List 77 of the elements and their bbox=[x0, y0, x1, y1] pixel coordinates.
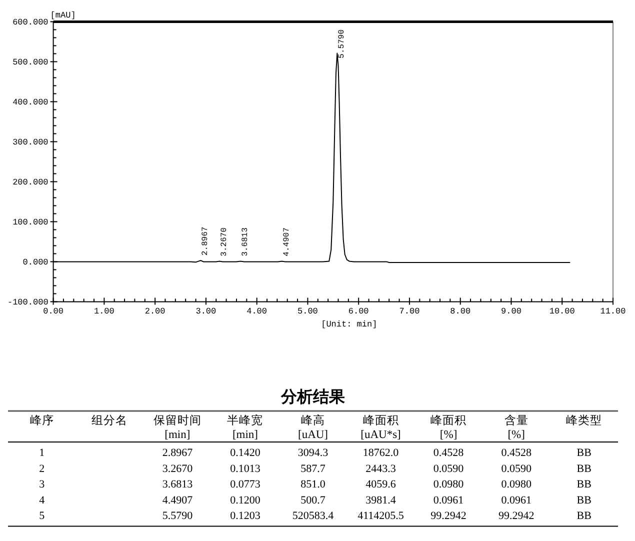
text: 18762.0 bbox=[362, 447, 399, 459]
x-tick-label: 峰面积 [uAU*s] bbox=[360, 414, 401, 441]
text: 99.2942 bbox=[498, 510, 534, 522]
text: 500.7 bbox=[300, 494, 326, 506]
text: 2443.3 bbox=[366, 462, 396, 475]
x-tick-label: 4.00 bbox=[246, 306, 268, 317]
x-tick-label: 峰类型 bbox=[566, 414, 602, 427]
y-tick-label: 5 bbox=[39, 510, 46, 522]
y-tick-label: 600.000 bbox=[12, 18, 48, 28]
y-tick-label: 200.000 bbox=[12, 178, 48, 188]
annotation: 3.6813 bbox=[241, 227, 250, 256]
x-tick-label: 8.00 bbox=[450, 306, 471, 317]
text: 0.1013 bbox=[230, 462, 260, 475]
text: BB bbox=[576, 447, 592, 459]
y-tick-label: 400.000 bbox=[12, 98, 48, 108]
x-tick-label: 3.00 bbox=[196, 306, 216, 317]
text: 0.4528 bbox=[501, 447, 532, 459]
text: 851.0 bbox=[300, 478, 326, 491]
x-tick-label: 6.00 bbox=[348, 306, 369, 317]
y-tick-label: 2 bbox=[39, 462, 45, 475]
text: 0.0590 bbox=[433, 462, 464, 475]
text: 4059.6 bbox=[366, 478, 396, 491]
y-axis-title: 峰序 bbox=[30, 413, 54, 427]
x-tick-label: 峰面积 [%] bbox=[430, 414, 467, 441]
text: 4114205.5 bbox=[358, 510, 404, 522]
text: BB bbox=[576, 462, 592, 475]
text: 4.4907 bbox=[162, 494, 193, 506]
text: 3.2670 bbox=[162, 462, 193, 475]
x-tick-label: 1.00 bbox=[94, 306, 114, 317]
y-tick-label: 500.000 bbox=[12, 58, 48, 68]
x-tick-label: 11.00 bbox=[600, 306, 626, 317]
text: 0.1200 bbox=[230, 494, 260, 506]
x-tick-label: 9.00 bbox=[501, 306, 522, 317]
x-tick-label: 峰高 [uAU] bbox=[298, 413, 328, 441]
text: 0.0773 bbox=[230, 478, 260, 491]
chart-title: 分析结果 bbox=[280, 388, 346, 406]
text: 0.4528 bbox=[433, 447, 464, 459]
x-axis-title: [Unit: min] bbox=[321, 320, 378, 330]
text: BB bbox=[576, 478, 592, 491]
text: 0.0961 bbox=[501, 494, 532, 506]
text: 520583.4 bbox=[292, 510, 334, 522]
annotation: 3.2670 bbox=[220, 227, 230, 256]
text: 99.2942 bbox=[430, 510, 466, 522]
text: 5.5790 bbox=[162, 510, 193, 522]
text: 2.8967 bbox=[162, 447, 193, 459]
text: BB bbox=[576, 494, 592, 506]
y-tick-label: 1 bbox=[39, 447, 45, 459]
x-tick-label: 组分名 bbox=[92, 414, 128, 427]
y-axis-title: [mAU] bbox=[50, 10, 76, 21]
x-tick-label: 10.00 bbox=[549, 306, 575, 317]
y-tick-label: 0.000 bbox=[22, 258, 48, 268]
annotation: 4.4907 bbox=[282, 227, 292, 256]
x-tick-label: 5.00 bbox=[298, 306, 318, 317]
text: 0.0961 bbox=[433, 494, 464, 506]
x-tick-label: 7.00 bbox=[399, 306, 420, 317]
text: 3.6813 bbox=[162, 478, 193, 491]
text: 0.0980 bbox=[501, 478, 532, 491]
text: 3981.4 bbox=[366, 494, 396, 506]
y-tick-label: 100.000 bbox=[12, 218, 48, 228]
text: 587.7 bbox=[300, 462, 326, 475]
x-tick-label: 0.00 bbox=[43, 306, 64, 317]
y-tick-label: 3 bbox=[39, 478, 46, 491]
text: 0.1420 bbox=[230, 447, 260, 459]
y-tick-label: -100.000 bbox=[7, 298, 48, 308]
y-tick-label: 4 bbox=[39, 494, 46, 506]
x-tick-label: 半峰宽 [min] bbox=[227, 413, 264, 441]
y-tick-label: 300.000 bbox=[12, 138, 48, 148]
annotation: 5.5790 bbox=[338, 29, 347, 58]
text: BB bbox=[576, 510, 592, 522]
x-tick-label: 保留时间 [min] bbox=[153, 414, 202, 441]
text: 0.0980 bbox=[433, 478, 464, 491]
x-tick-label: 含量 [%] bbox=[504, 414, 528, 441]
annotation: 2.8967 bbox=[201, 226, 210, 256]
text: 3094.3 bbox=[298, 447, 328, 459]
text: 0.0590 bbox=[501, 462, 532, 475]
x-tick-label: 2.00 bbox=[144, 306, 166, 317]
text: 0.1203 bbox=[230, 510, 260, 522]
